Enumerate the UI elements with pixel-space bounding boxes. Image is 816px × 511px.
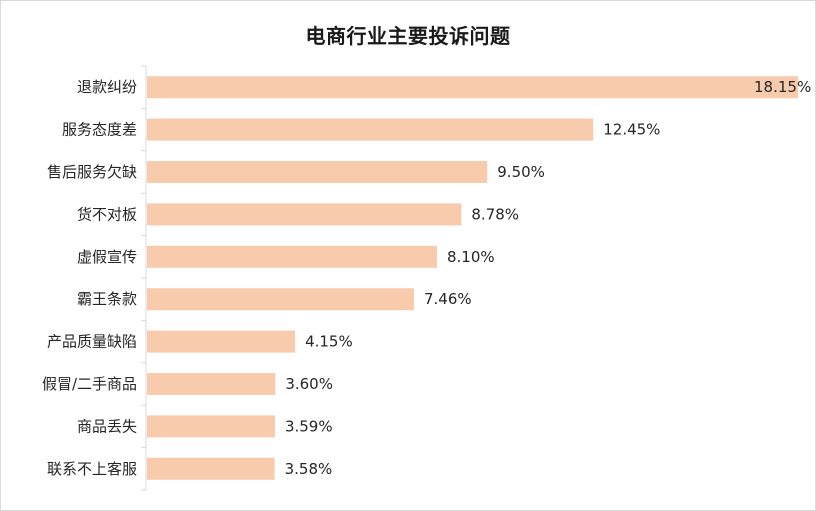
labels-layer: 退款纠纷 18.15% 服务态度差 12.45% 售后服务欠缺 9.50% 货不对板 8.78… [42,78,811,478]
category-tick-label: 售后服务欠缺 [47,163,137,181]
data-label: 4.15% [305,333,353,351]
category-tick-label: 虚假宣传 [77,248,137,266]
bar [147,245,437,268]
data-label: 12.45% [603,121,660,139]
bar [147,118,594,141]
bar [147,76,798,99]
data-label: 3.60% [285,375,333,393]
data-label: 8.10% [447,248,495,266]
data-label: 9.50% [497,163,545,181]
category-tick-label: 联系不上客服 [47,460,137,478]
data-label: 18.15% [754,78,811,96]
axis-layer [141,65,147,491]
data-label: 3.58% [285,460,333,478]
chart-title: 电商行业主要投诉问题 [305,24,511,48]
category-tick-label: 商品丢失 [77,417,137,435]
category-tick-label: 假冒/二手商品 [42,375,137,393]
bar [147,161,488,183]
bar [147,203,462,226]
bar [147,373,276,395]
bars-layer [147,76,798,480]
category-tick-label: 退款纠纷 [77,78,137,96]
bar [147,288,414,311]
data-label: 7.46% [424,290,472,308]
category-tick-label: 货不对板 [77,205,137,223]
bar [147,330,296,353]
category-tick-label: 产品质量缺陷 [47,333,137,351]
bar [147,415,275,438]
bar [147,457,275,480]
category-tick-label: 霸王条款 [77,290,137,308]
data-label: 3.59% [285,417,333,435]
category-tick-label: 服务态度差 [62,121,137,139]
data-label: 8.78% [471,205,519,223]
